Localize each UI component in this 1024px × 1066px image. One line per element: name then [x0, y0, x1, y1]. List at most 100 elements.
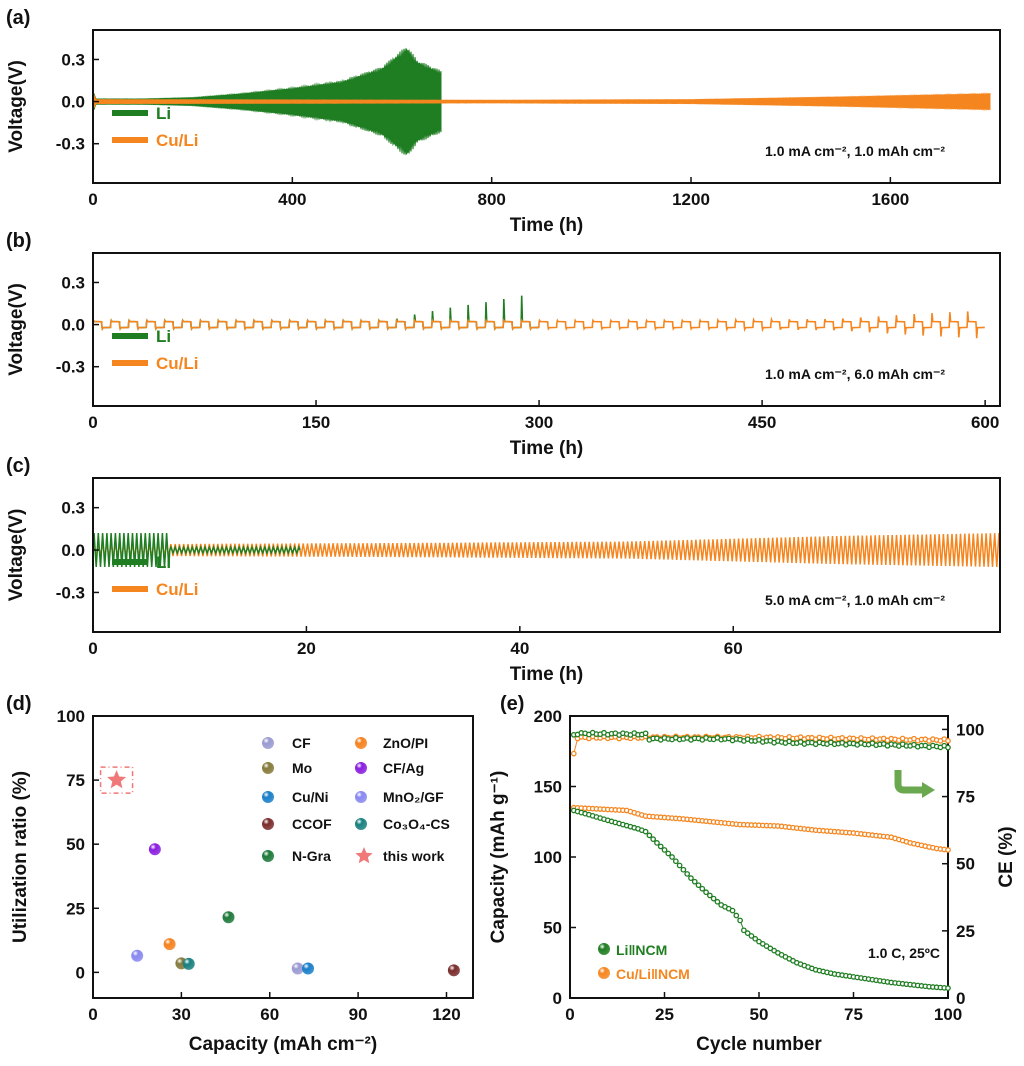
legend-marker	[262, 850, 274, 862]
y-tick-label: -0.3	[56, 135, 85, 154]
legend-label: CF	[292, 735, 311, 751]
highlight-box	[99, 766, 134, 794]
x-tick-label: 100	[934, 1005, 962, 1024]
x-tick-label: 0	[565, 1005, 574, 1024]
arrow-head-icon	[922, 782, 935, 798]
panel-label: (b)	[6, 230, 32, 252]
data-point-cf-ag	[148, 843, 161, 856]
condition-annotation: 1.0 C, 25ºC	[868, 945, 940, 961]
data-point	[699, 885, 706, 892]
y-tick-label: 0.0	[61, 541, 85, 560]
y-tick-label: 0.0	[61, 316, 85, 335]
x-tick-label: 25	[655, 1005, 674, 1024]
y-tick-label: 50	[66, 835, 85, 854]
voltage-trace-culi	[93, 92, 991, 111]
data-point-n-gra	[222, 911, 235, 924]
data-point-cf	[291, 962, 304, 975]
y-axis-label: Voltage(V)	[6, 283, 27, 376]
legend-label-li: Li	[156, 327, 171, 346]
data-point	[945, 985, 951, 991]
panel-label: (a)	[6, 7, 30, 29]
data-point	[741, 927, 747, 934]
legend-label-li: Li	[156, 104, 171, 123]
x-axis-label: Capacity (mAh cm⁻²)	[189, 1034, 377, 1055]
legend-label-culi: Cu/Li	[156, 354, 199, 373]
plot-frame	[92, 29, 1001, 184]
y-right-tick-label: 75	[956, 788, 975, 807]
data-point	[691, 878, 698, 885]
legend-label-li: Li	[156, 553, 171, 572]
legend-marker	[262, 762, 274, 774]
data-point	[676, 862, 683, 869]
legend-label-li: Li‖NCM	[616, 942, 667, 958]
data-point	[945, 737, 951, 744]
x-tick-label: 0	[88, 1005, 97, 1024]
data-point-this-work	[107, 770, 127, 789]
legend-marker	[262, 737, 274, 749]
x-tick-label: 50	[750, 1005, 769, 1024]
data-point-co-o-cs	[182, 957, 195, 970]
y-tick-label: 0.3	[61, 50, 85, 69]
data-point-mno-gf	[131, 949, 144, 962]
x-tick-label: 800	[477, 190, 505, 209]
x-axis-label: Time (h)	[510, 664, 584, 685]
data-point	[669, 854, 675, 860]
condition-annotation: 1.0 mA cm⁻², 1.0 mAh cm⁻²	[765, 143, 945, 159]
y-tick-label: 0	[76, 963, 85, 982]
data-point	[680, 866, 687, 873]
legend-label: Cu/Ni	[292, 789, 329, 805]
y-tick-label: 200	[534, 707, 562, 726]
y-axis-label: Capacity (mAh g⁻¹)	[488, 771, 509, 944]
data-point	[642, 828, 649, 835]
x-tick-label: 60	[260, 1005, 279, 1024]
legend-marker	[355, 791, 367, 803]
legend-marker	[355, 737, 367, 749]
data-point	[707, 892, 713, 899]
y-tick-label: 100	[57, 707, 85, 726]
x-tick-label: 400	[278, 190, 306, 209]
x-tick-label: 0	[88, 413, 97, 432]
data-point	[703, 889, 709, 896]
y-right-tick-label: 25	[956, 922, 975, 941]
x-tick-label: 150	[302, 413, 330, 432]
y-tick-label: 0.0	[61, 93, 85, 112]
legend-label: Mo	[292, 760, 312, 776]
data-point	[688, 875, 694, 882]
condition-annotation: 1.0 mA cm⁻², 6.0 mAh cm⁻²	[765, 366, 945, 382]
legend-marker	[355, 818, 367, 830]
y-tick-label: 0.3	[61, 499, 85, 518]
x-tick-label: 300	[525, 413, 553, 432]
x-tick-label: 1200	[672, 190, 710, 209]
y-tick-label: 100	[534, 848, 562, 867]
x-tick-label: 0	[88, 190, 97, 209]
y-right-axis-label: CE (%)	[996, 826, 1017, 887]
y-tick-label: -0.3	[56, 583, 85, 602]
legend-marker	[262, 818, 274, 830]
data-point-zno-pi	[163, 938, 176, 951]
x-tick-label: 20	[297, 639, 316, 658]
y-tick-label: 150	[534, 778, 562, 797]
voltage-trace-culi	[92, 311, 985, 339]
legend-label: MnO₂/GF	[383, 789, 444, 805]
data-point-cu-ni	[302, 962, 315, 975]
y-tick-label: 0	[553, 989, 562, 1008]
legend-label-culi: Cu/Li‖NCM	[616, 966, 690, 982]
y-axis-label: Utilization ratio (%)	[10, 771, 31, 943]
data-point	[654, 840, 660, 846]
data-point	[714, 898, 721, 905]
x-tick-label: 90	[349, 1005, 368, 1024]
data-point	[650, 836, 657, 842]
y-tick-label: 0.3	[61, 273, 85, 292]
data-point	[661, 847, 668, 853]
legend-label: CCOF	[292, 816, 332, 832]
data-point	[695, 882, 702, 889]
data-point	[945, 744, 951, 751]
y-axis-label: Voltage(V)	[6, 60, 27, 153]
data-point	[733, 912, 740, 919]
x-tick-label: 450	[748, 413, 776, 432]
y-axis-label: Voltage(V)	[6, 509, 27, 602]
data-point	[570, 750, 577, 757]
voltage-trace-li	[92, 533, 301, 568]
legend-label: Co₃O₄-CS	[383, 816, 450, 832]
